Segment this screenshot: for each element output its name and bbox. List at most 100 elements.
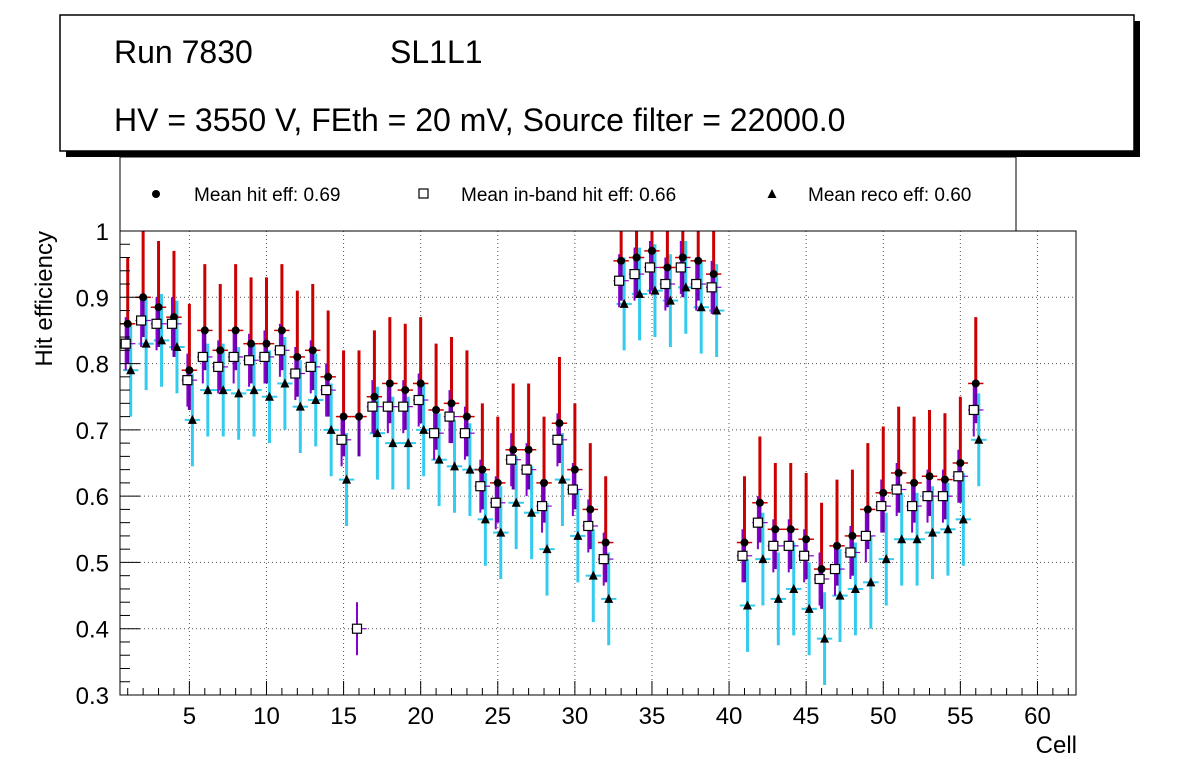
reco-point [295,401,305,411]
x-tick-label: 10 [253,703,280,730]
inband-point [706,282,717,293]
hit-point [678,253,687,262]
inband-point [197,351,208,363]
inband-point [228,351,239,363]
inband-point [321,384,332,396]
inband-point [737,550,748,561]
reco-point [943,524,953,534]
inband-point [243,355,255,366]
y-tick-label: 0.9 [76,285,109,312]
hit-point [647,246,656,255]
inband-point [506,454,517,465]
run-label: Run 7830 [114,34,253,70]
reco-point [326,424,336,434]
hit-point [771,525,780,534]
reco-point [527,507,537,517]
inband-point [937,491,949,502]
hit-point [493,478,502,487]
inband-point [552,434,563,445]
inband-point [259,351,270,363]
y-tick-label: 0.3 [76,683,109,710]
inband-point [274,345,286,356]
hit-point [262,339,271,348]
reco-point [342,474,352,484]
reco-point [897,534,907,544]
reco-point [403,438,413,448]
inband-point [660,278,671,290]
hit-point [833,541,841,550]
hit-point [355,412,363,421]
reco-point [804,603,814,613]
reco-point [789,583,799,593]
hit-point [617,256,626,265]
data-markers [120,246,984,643]
legend-reco-label: Mean reco eff: 0.60 [808,185,971,206]
reco-point [542,544,552,554]
inband-point [428,428,440,439]
hit-point [370,392,379,401]
reco-point [696,302,706,312]
reco-point [912,534,922,544]
inband-point [614,275,625,286]
reco-point [974,434,984,444]
inband-point [752,517,764,528]
inband-point [213,361,224,372]
hit-point [139,293,148,302]
hit-point [632,253,641,262]
hit-point [308,346,317,355]
reco-point [141,338,151,348]
x-tick-label: 60 [1024,703,1051,730]
hit-point [200,326,209,335]
hit-point [385,379,394,388]
axis-ticks: 5 10 15 20 25 30 35 40 45 50 55 60 0.3 0.4 0.5 0.6 0.7 0.… [76,219,1069,730]
hit-point [154,303,163,312]
hit-point [848,531,857,540]
hit-point [940,475,949,484]
hit-point [910,478,919,487]
legend-reco-marker-icon [767,189,777,198]
x-tick-label: 40 [716,703,743,730]
legend-hit-label: Mean hit eff: 0.69 [194,185,340,206]
inband-point [444,411,455,422]
hit-point [894,468,903,477]
hit-point [432,405,441,414]
reco-point [419,424,429,434]
reco-point [958,514,968,524]
hit-point [817,565,826,574]
hit-point [277,326,286,335]
hit-point [416,379,425,388]
hit-point [478,465,487,474]
hit-point [447,399,456,408]
x-tick-label: 55 [947,703,974,730]
reco-point [496,527,506,537]
hit-point [247,339,256,348]
reco-point [928,527,938,537]
settings-label: HV = 3550 V, FEth = 20 mV, Source filter… [114,102,845,138]
inband-point [151,318,162,329]
reco-point [773,593,783,603]
inband-point [290,368,301,379]
reco-point [573,530,583,540]
reco-point [434,454,444,464]
hit-point [216,346,225,355]
inband-point [120,338,131,349]
hit-point [509,445,518,454]
reco-point [372,428,382,438]
reco-point [681,282,691,292]
reco-point [758,554,768,564]
hit-point [925,472,934,481]
inband-point [675,262,686,273]
inband-point [567,484,578,495]
reco-point [850,583,860,593]
inband-point [182,375,193,386]
y-tick-label: 1 [96,219,109,246]
reco-point [172,342,182,351]
inband-point [490,497,501,508]
inband-point [814,573,825,585]
hit-point [786,525,795,534]
hit-point [956,459,965,467]
inband-point [922,491,933,502]
reco-point [218,385,228,395]
